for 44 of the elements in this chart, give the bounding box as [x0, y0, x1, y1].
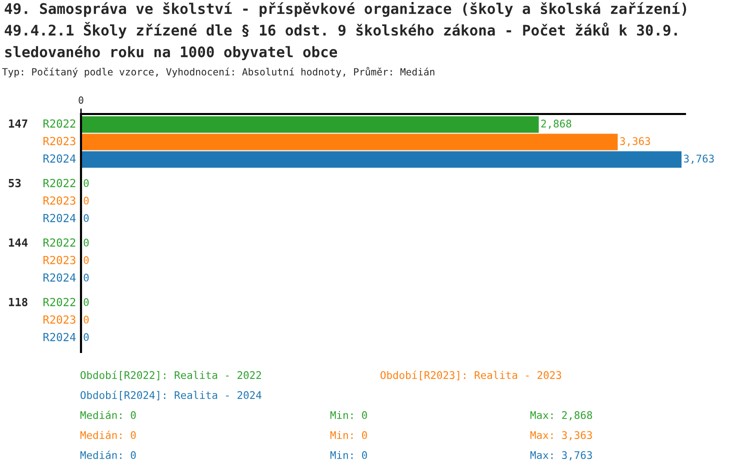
chart-title: 49. Samospráva ve školství - příspěvkové organizace (školy a školská zařízení)	[4, 2, 686, 17]
text: Max: 3,763	[530, 451, 592, 460]
data-label: 0	[84, 274, 89, 282]
text: Období[R2023]: Realita - 2023	[380, 370, 562, 380]
text: Min: 0	[330, 410, 367, 420]
text: R2023	[44, 196, 76, 205]
data-label: 0	[84, 179, 89, 188]
series-label: R2023	[44, 136, 76, 146]
text: Období[R2022]: Realita - 2022	[80, 370, 261, 380]
data-label: 0	[84, 298, 89, 306]
text: R2022	[44, 298, 76, 306]
text: R2024	[44, 332, 76, 342]
y-tick-label: 118	[9, 298, 28, 306]
text: Min: 0	[330, 430, 367, 440]
data-label: 0	[84, 214, 89, 222]
y-tick-label: 53	[8, 178, 21, 188]
data-label: 2,868	[541, 120, 572, 129]
text: Max: 2,868	[530, 411, 592, 420]
data-label: 0	[84, 316, 89, 324]
y-tick-label: 144	[9, 238, 28, 247]
data-label: 0	[84, 333, 89, 342]
text: R2022	[44, 238, 76, 247]
text: Medián: 0	[80, 430, 136, 440]
annotation: 0	[78, 96, 84, 104]
text: Min: 0	[330, 450, 367, 460]
series-label: R2024	[44, 154, 76, 163]
text: Období[R2024]: Realita - 2024	[80, 390, 262, 400]
data-label: 3,763	[684, 154, 714, 164]
text: R2022	[44, 178, 76, 188]
data-label: 0	[84, 238, 89, 247]
text: R2024	[44, 273, 76, 282]
data-label: 0	[84, 196, 89, 205]
text: R2023	[44, 315, 76, 324]
text: Typ: Počítaný podle vzorce, Vyhodnocení: Absolutní hodnoty, Průměr: Medián	[2, 67, 434, 78]
series-label: R2022	[44, 119, 76, 128]
data-label: 3,363	[620, 137, 650, 146]
text: R2024	[44, 214, 76, 222]
chart-subtitle: 49.4.2.1 Školy zřízené dle § 16 odst. 9 školského zákona - Počet žáků k 30.9. sledovaného roku na 1000 obyvatel obce	[4, 22, 677, 60]
text: R2023	[44, 256, 76, 264]
text: Medián: 0	[80, 410, 136, 420]
text: Max: 3,363	[530, 431, 592, 440]
y-tick-label: 147	[9, 119, 28, 128]
text: Medián: 0	[80, 450, 136, 460]
data-label: 0	[84, 256, 89, 264]
